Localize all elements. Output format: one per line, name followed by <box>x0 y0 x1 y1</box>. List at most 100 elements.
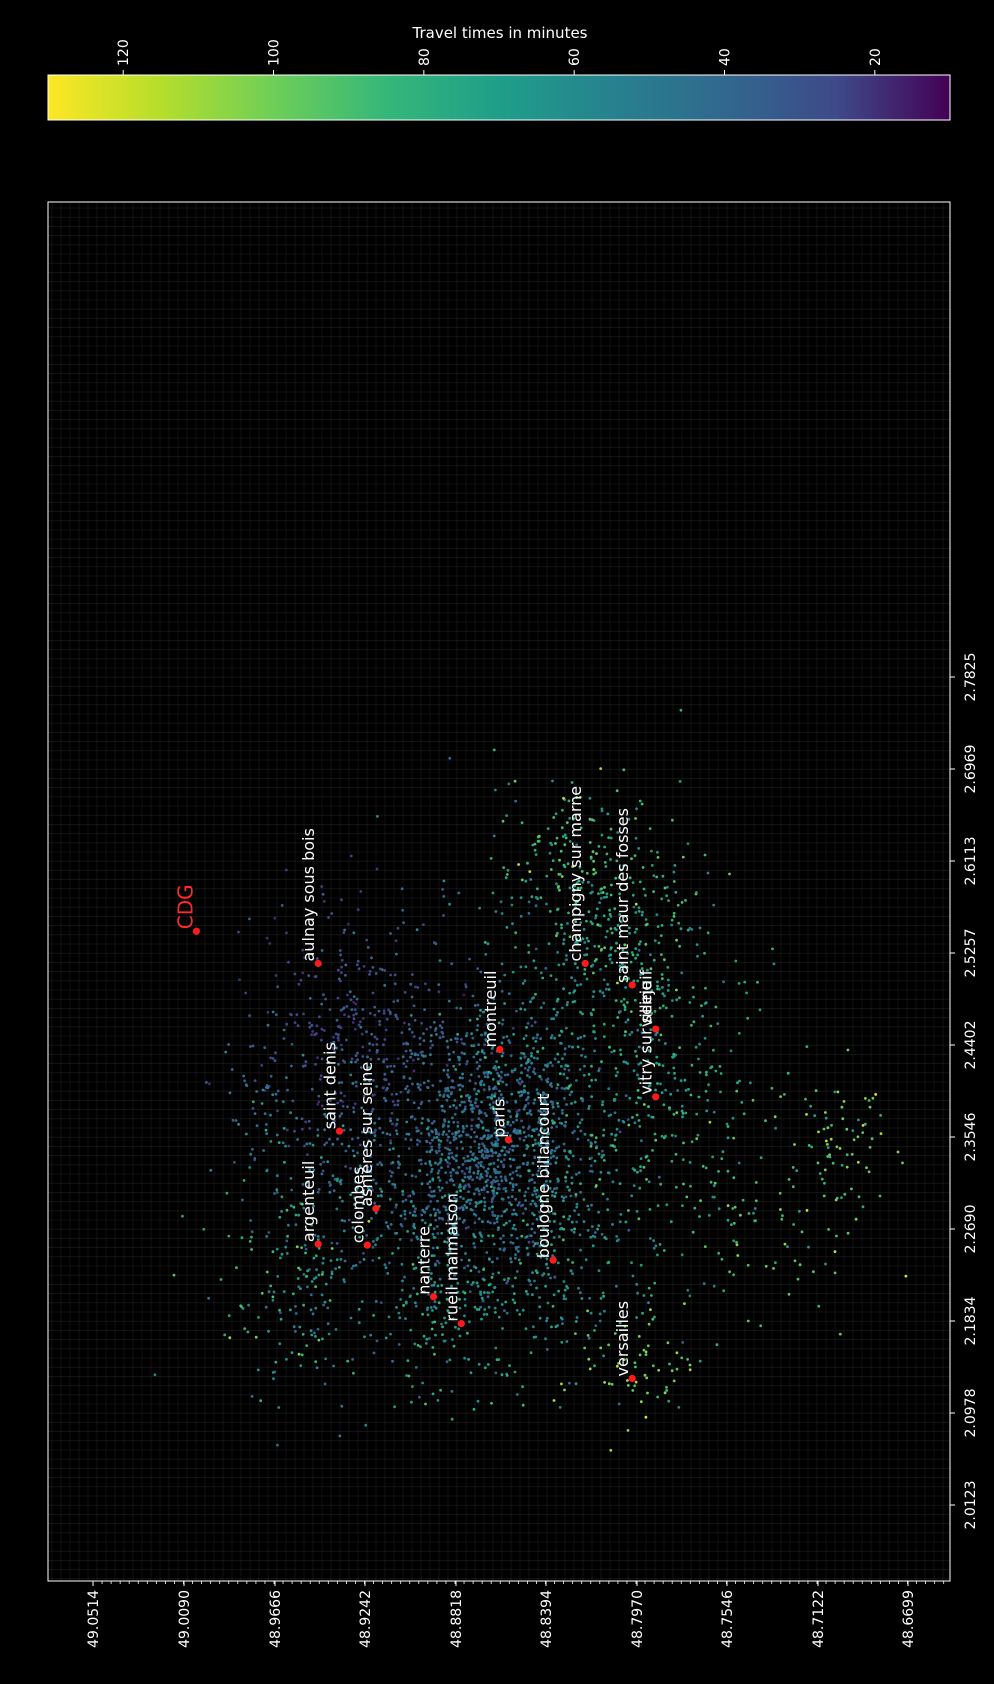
scatter-point <box>551 859 555 863</box>
scatter-point <box>237 1123 241 1126</box>
scatter-point <box>469 1145 473 1149</box>
scatter-point <box>409 982 413 986</box>
scatter-point <box>838 1147 842 1150</box>
scatter-point <box>618 964 622 968</box>
scatter-point <box>354 1080 358 1084</box>
scatter-point <box>590 884 594 887</box>
scatter-point <box>475 1061 479 1064</box>
scatter-point <box>514 1227 518 1231</box>
scatter-point <box>498 1103 501 1107</box>
scatter-point <box>278 1215 282 1219</box>
scatter-point <box>453 1233 456 1236</box>
scatter-point <box>526 1292 529 1296</box>
scatter-point <box>438 1179 442 1182</box>
scatter-point <box>796 1277 800 1281</box>
scatter-point <box>294 1213 298 1217</box>
scatter-point <box>436 1284 440 1288</box>
scatter-point <box>429 1277 433 1281</box>
scatter-point <box>314 1360 318 1364</box>
scatter-point <box>542 1001 546 1005</box>
longitude-tick-label: 2.5257 <box>963 929 979 978</box>
scatter-point <box>364 1145 368 1149</box>
scatter-point <box>640 913 644 917</box>
scatter-point <box>400 1262 404 1266</box>
latitude-tick-label: 49.0514 <box>86 1590 102 1648</box>
scatter-point <box>592 868 596 871</box>
scatter-point <box>316 957 319 960</box>
scatter-point <box>732 1273 735 1277</box>
scatter-point <box>448 1162 451 1165</box>
scatter-point <box>698 926 702 930</box>
scatter-point <box>833 1090 837 1094</box>
scatter-point <box>720 1257 724 1261</box>
scatter-point <box>338 949 342 952</box>
scatter-point <box>615 941 618 945</box>
scatter-point <box>285 1076 288 1079</box>
scatter-point <box>476 1050 480 1054</box>
scatter-point <box>512 1292 516 1295</box>
scatter-point <box>508 1157 512 1161</box>
scatter-point <box>434 1263 437 1267</box>
scatter-point <box>530 1134 534 1138</box>
scatter-point <box>389 1223 393 1226</box>
scatter-point <box>587 1138 590 1142</box>
scatter-point <box>521 1219 525 1222</box>
scatter-point <box>602 1128 606 1132</box>
scatter-point <box>464 983 467 986</box>
scatter-point <box>563 1052 567 1056</box>
scatter-point <box>500 1070 503 1074</box>
scatter-point <box>382 1012 386 1015</box>
scatter-point <box>610 931 614 935</box>
scatter-point <box>558 1072 562 1076</box>
scatter-point <box>506 1131 510 1135</box>
scatter-point <box>586 1309 589 1313</box>
scatter-point <box>284 1245 288 1249</box>
scatter-point <box>616 981 619 985</box>
scatter-point <box>510 903 514 907</box>
scatter-point <box>544 1179 548 1183</box>
scatter-point <box>523 1066 527 1070</box>
scatter-point <box>701 1014 704 1018</box>
scatter-point <box>524 1199 528 1202</box>
place-label: villejuif <box>637 969 656 1027</box>
scatter-point <box>375 1339 379 1343</box>
scatter-point <box>241 1198 244 1202</box>
scatter-point <box>369 1164 373 1168</box>
scatter-point <box>328 1190 332 1194</box>
scatter-point <box>559 1227 562 1231</box>
scatter-point <box>352 1110 356 1114</box>
scatter-point <box>442 1124 446 1127</box>
scatter-point <box>533 1242 537 1246</box>
scatter-point <box>553 1195 557 1198</box>
scatter-point <box>486 1220 490 1224</box>
scatter-point <box>465 1167 469 1170</box>
scatter-point <box>490 1154 494 1158</box>
scatter-point <box>349 1060 353 1064</box>
scatter-point <box>572 1230 576 1234</box>
scatter-point <box>620 1000 623 1003</box>
scatter-point <box>655 913 659 917</box>
scatter-point <box>517 1201 521 1205</box>
scatter-point <box>614 1074 618 1078</box>
scatter-point <box>360 1106 364 1110</box>
scatter-point <box>334 1032 338 1036</box>
scatter-point <box>424 1402 427 1406</box>
scatter-point <box>563 1097 566 1100</box>
scatter-point <box>653 1009 657 1013</box>
scatter-point <box>579 1097 583 1100</box>
scatter-point <box>447 1156 451 1160</box>
scatter-point <box>406 1098 410 1102</box>
scatter-point <box>586 1204 590 1208</box>
scatter-point <box>390 1070 394 1073</box>
scatter-point <box>531 1036 535 1040</box>
scatter-point <box>340 1081 344 1084</box>
scatter-point <box>747 1212 751 1215</box>
scatter-point <box>482 1313 486 1316</box>
scatter-point <box>239 1304 243 1308</box>
scatter-point <box>477 1089 481 1093</box>
scatter-point <box>524 1135 528 1139</box>
scatter-point <box>318 1015 321 1019</box>
scatter-point <box>521 1212 525 1215</box>
scatter-point <box>548 1187 552 1190</box>
scatter-point <box>835 1145 839 1149</box>
